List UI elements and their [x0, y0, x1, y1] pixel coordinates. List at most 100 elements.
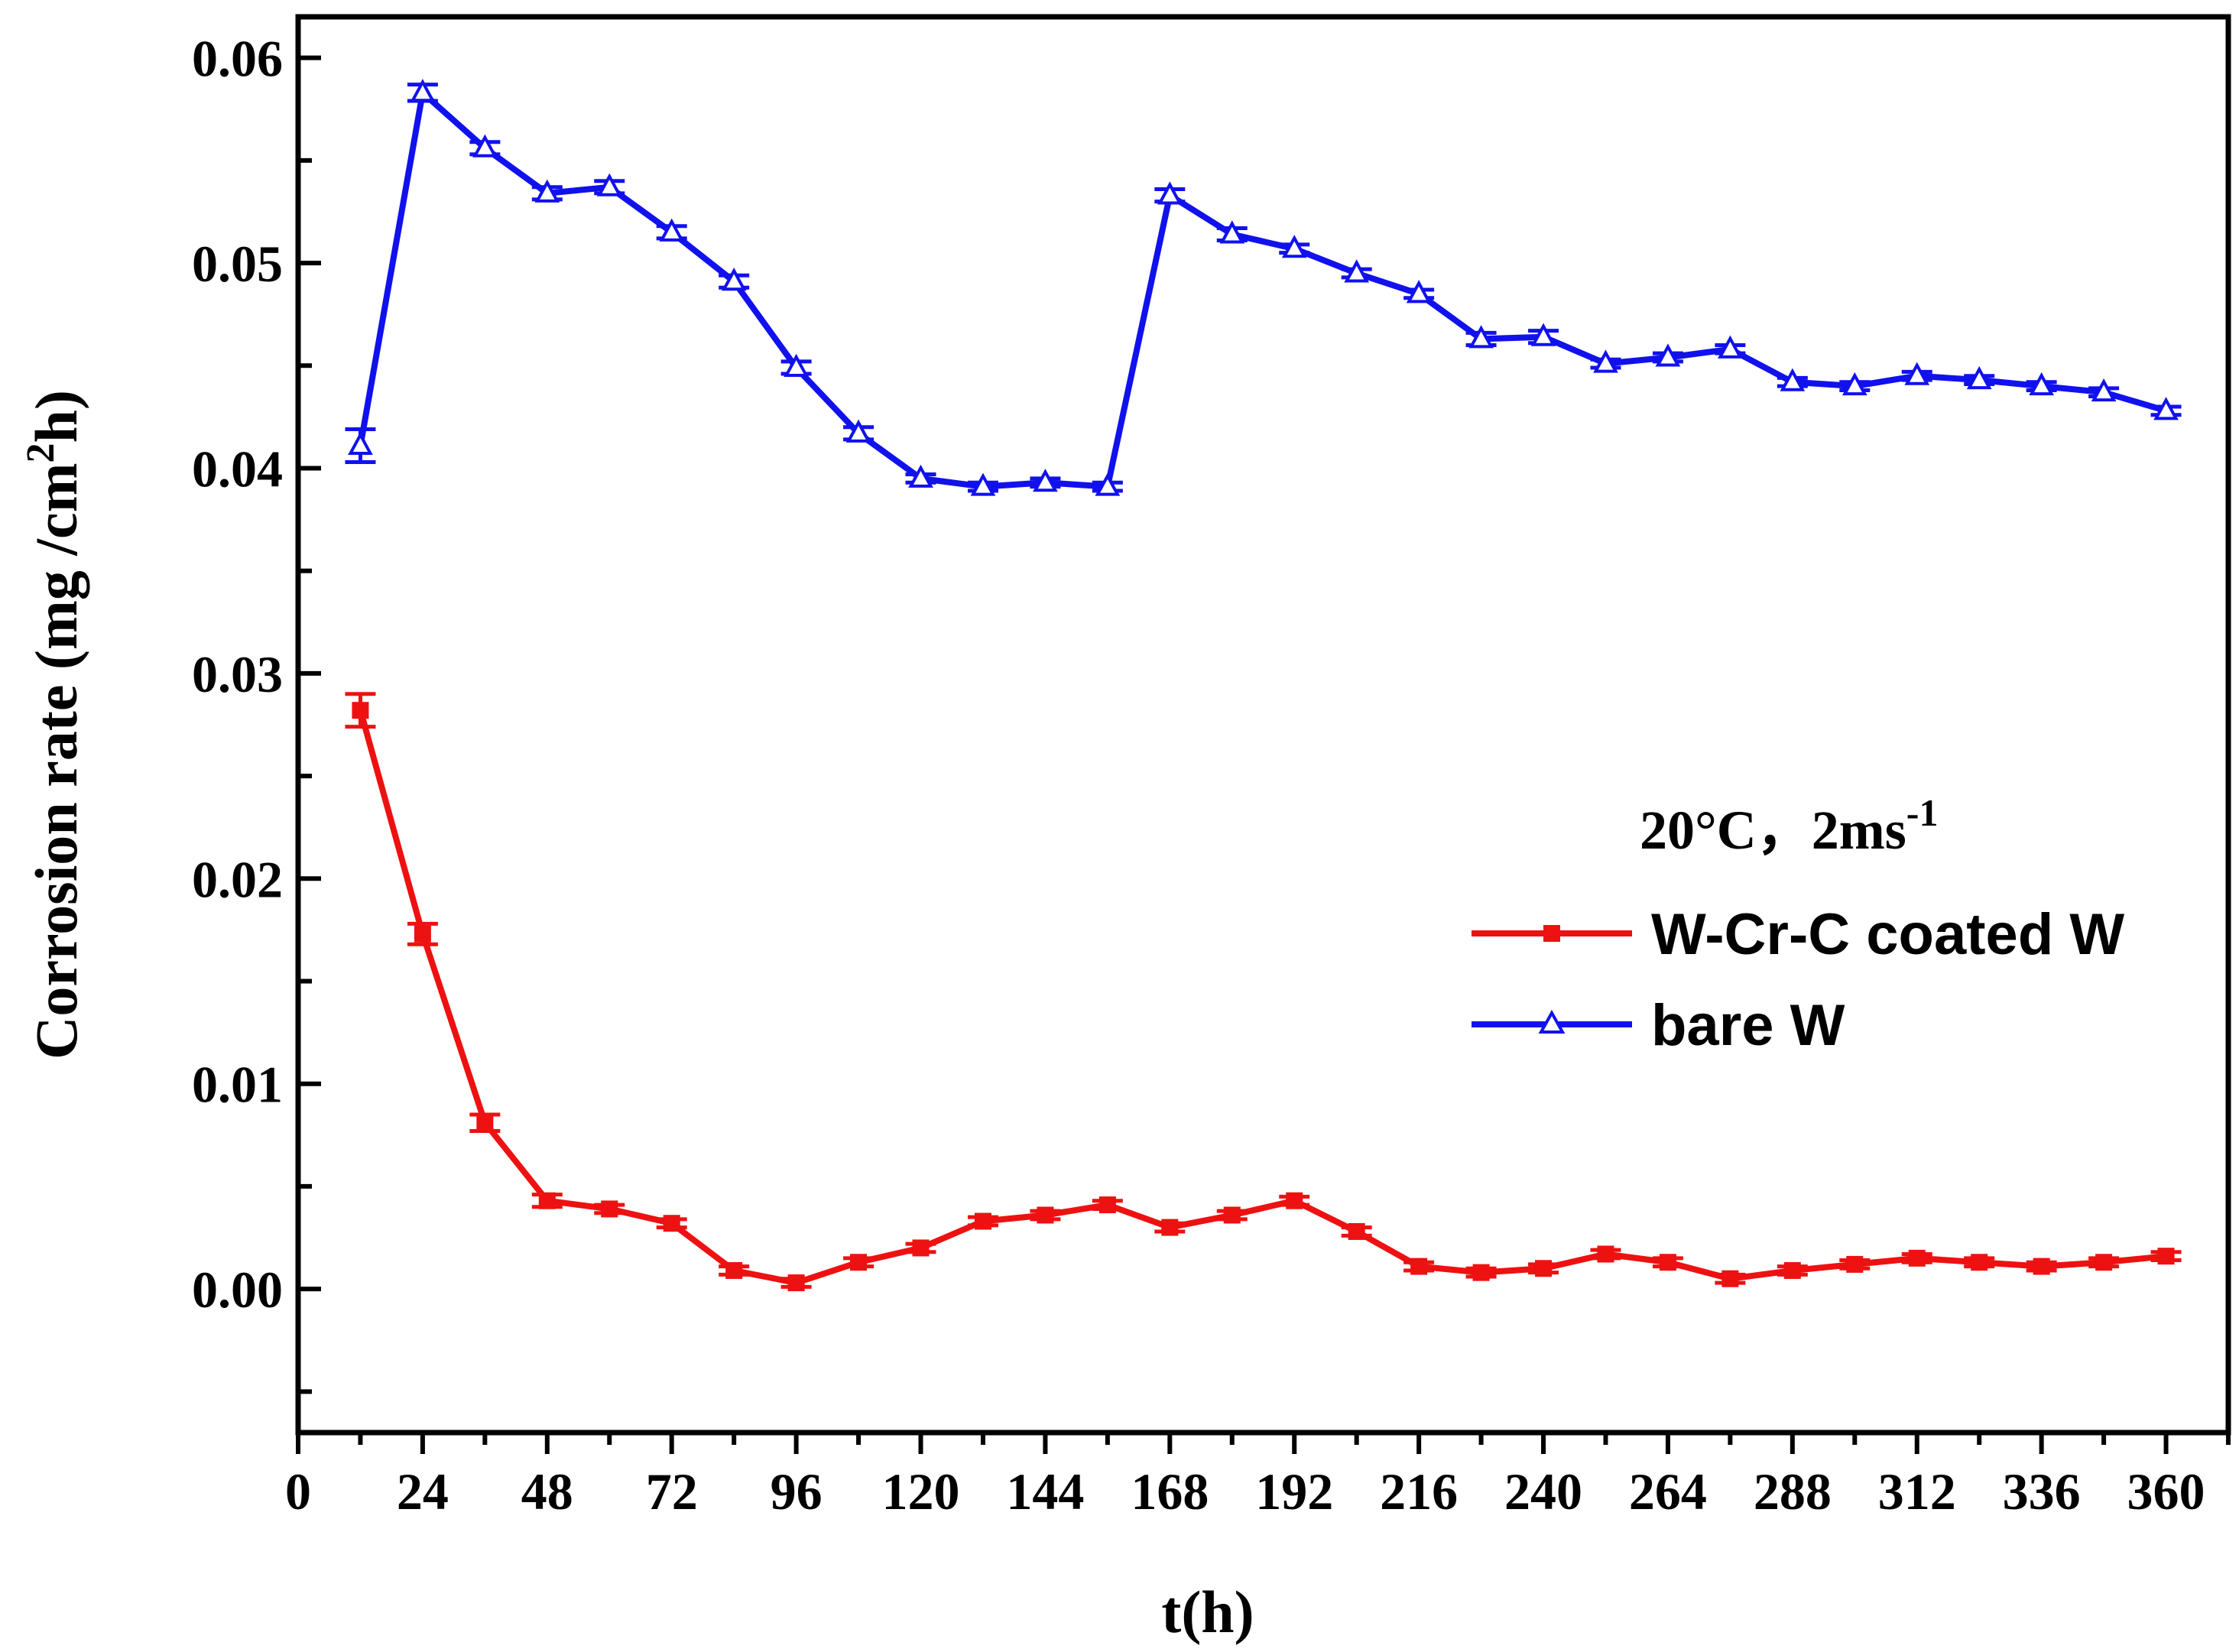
data-point: [2153, 397, 2179, 420]
x-tick-label: 48: [521, 1462, 573, 1521]
data-point: [534, 179, 560, 203]
data-point: [2033, 1258, 2050, 1275]
data-point: [601, 1200, 618, 1218]
data-point: [1904, 362, 1930, 385]
data-point: [721, 268, 747, 291]
data-point: [1593, 349, 1618, 373]
y-axis-title: Corrosion rate (mg /cm2h): [19, 390, 89, 1060]
data-point: [1286, 1192, 1303, 1209]
data-point: [850, 1254, 868, 1271]
y-axis-title-main: Corrosion rate (mg /cm: [23, 462, 89, 1060]
data-point: [1098, 1196, 1116, 1214]
x-tick-label: 192: [1255, 1462, 1333, 1521]
data-point: [2157, 1248, 2175, 1265]
data-point: [1281, 235, 1307, 258]
data-point: [784, 353, 809, 377]
data-point: [845, 419, 871, 443]
data-point: [1530, 323, 1556, 346]
data-point: [1718, 335, 1743, 359]
data-point: [1783, 1261, 1801, 1279]
data-point: [1908, 1249, 1926, 1267]
data-point: [472, 134, 498, 157]
x-tick-label: 264: [1629, 1462, 1707, 1521]
data-point: [787, 1274, 805, 1292]
legend-marker-coated: [1543, 925, 1560, 942]
data-point: [1846, 1255, 1864, 1273]
x-tick-label: 336: [2003, 1462, 2081, 1521]
data-point: [348, 431, 373, 455]
x-tick-label: 120: [882, 1462, 960, 1521]
data-point: [1157, 181, 1183, 205]
data-point: [352, 702, 369, 719]
x-tick-label: 72: [646, 1462, 698, 1521]
data-point: [1406, 280, 1432, 303]
data-point: [1780, 368, 1806, 391]
series-bare: [345, 79, 2182, 496]
x-tick-label: 360: [2127, 1462, 2205, 1521]
data-point: [2029, 372, 2055, 396]
data-point: [1161, 1219, 1179, 1236]
data-point: [974, 1212, 991, 1230]
data-point: [1219, 220, 1245, 244]
data-point: [1095, 472, 1121, 496]
x-axis-title: t(h): [1161, 1579, 1254, 1645]
x-tick-label: 312: [1878, 1462, 1956, 1521]
y-tick-label: 0.03: [192, 645, 283, 703]
data-point: [1472, 1264, 1490, 1281]
y-axis-title-tail: h): [23, 390, 89, 443]
y-tick-label: 0.06: [192, 30, 283, 88]
x-axis: 0 24 48 72 96 120 144 168 192 216 240 264 288 312 336 3…: [285, 1433, 2231, 1521]
x-tick-label: 0: [285, 1462, 311, 1521]
data-point: [1971, 1254, 1988, 1271]
data-point: [1037, 1206, 1054, 1224]
legend-label-coated: W-Cr-C coated W: [1651, 902, 2124, 967]
y-tick-label: 0.02: [192, 850, 283, 908]
condition-annotation-sup: -1: [1906, 791, 1939, 834]
condition-annotation: 20°C，2ms-1: [1640, 791, 1938, 861]
y-tick-label: 0.01: [192, 1056, 283, 1114]
data-point: [2091, 378, 2117, 402]
data-point: [912, 1239, 930, 1257]
y-axis: 0.00 0.01 0.02 0.03 0.04 0.05 0.06: [192, 30, 321, 1394]
data-point: [1344, 259, 1370, 283]
data-point: [1033, 469, 1058, 492]
data-point: [414, 925, 431, 943]
legend-item-bare: bare W: [1472, 993, 1845, 1058]
data-point: [663, 1215, 680, 1232]
data-point: [1468, 325, 1494, 349]
data-point: [1966, 365, 1992, 390]
data-point: [1410, 1258, 1428, 1275]
data-point: [410, 79, 436, 102]
plot-frame: [295, 14, 2231, 1436]
data-point: [1721, 1270, 1739, 1287]
data-point: [970, 472, 996, 496]
y-tick-label: 0.00: [192, 1261, 283, 1319]
data-point: [1223, 1206, 1241, 1224]
data-point: [1535, 1260, 1553, 1277]
series-line: [357, 89, 2167, 490]
x-tick-label: 216: [1380, 1462, 1458, 1521]
series-layer: [345, 79, 2182, 1292]
data-point: [2095, 1254, 2113, 1271]
data-point: [1841, 372, 1867, 396]
condition-annotation-main: 20°C，2ms: [1640, 800, 1906, 861]
legend-item-coated: W-Cr-C coated W: [1472, 902, 2124, 967]
data-point: [476, 1114, 494, 1131]
data-point: [596, 173, 622, 196]
x-tick-label: 168: [1131, 1462, 1209, 1521]
x-tick-label: 144: [1006, 1462, 1084, 1521]
legend: W-Cr-C coated W bare W: [1472, 902, 2124, 1058]
data-point: [908, 464, 933, 488]
series-coated: [345, 692, 2182, 1292]
y-tick-label: 0.04: [192, 440, 283, 498]
x-tick-label: 96: [771, 1462, 823, 1521]
data-point: [1597, 1245, 1614, 1263]
legend-marker-bare: [1538, 1009, 1566, 1034]
data-point: [538, 1192, 556, 1209]
x-tick-label: 240: [1504, 1462, 1582, 1521]
x-tick-label: 24: [397, 1462, 449, 1521]
series-line: [357, 709, 2166, 1287]
data-point: [1659, 1254, 1676, 1271]
y-tick-label: 0.05: [192, 235, 283, 293]
